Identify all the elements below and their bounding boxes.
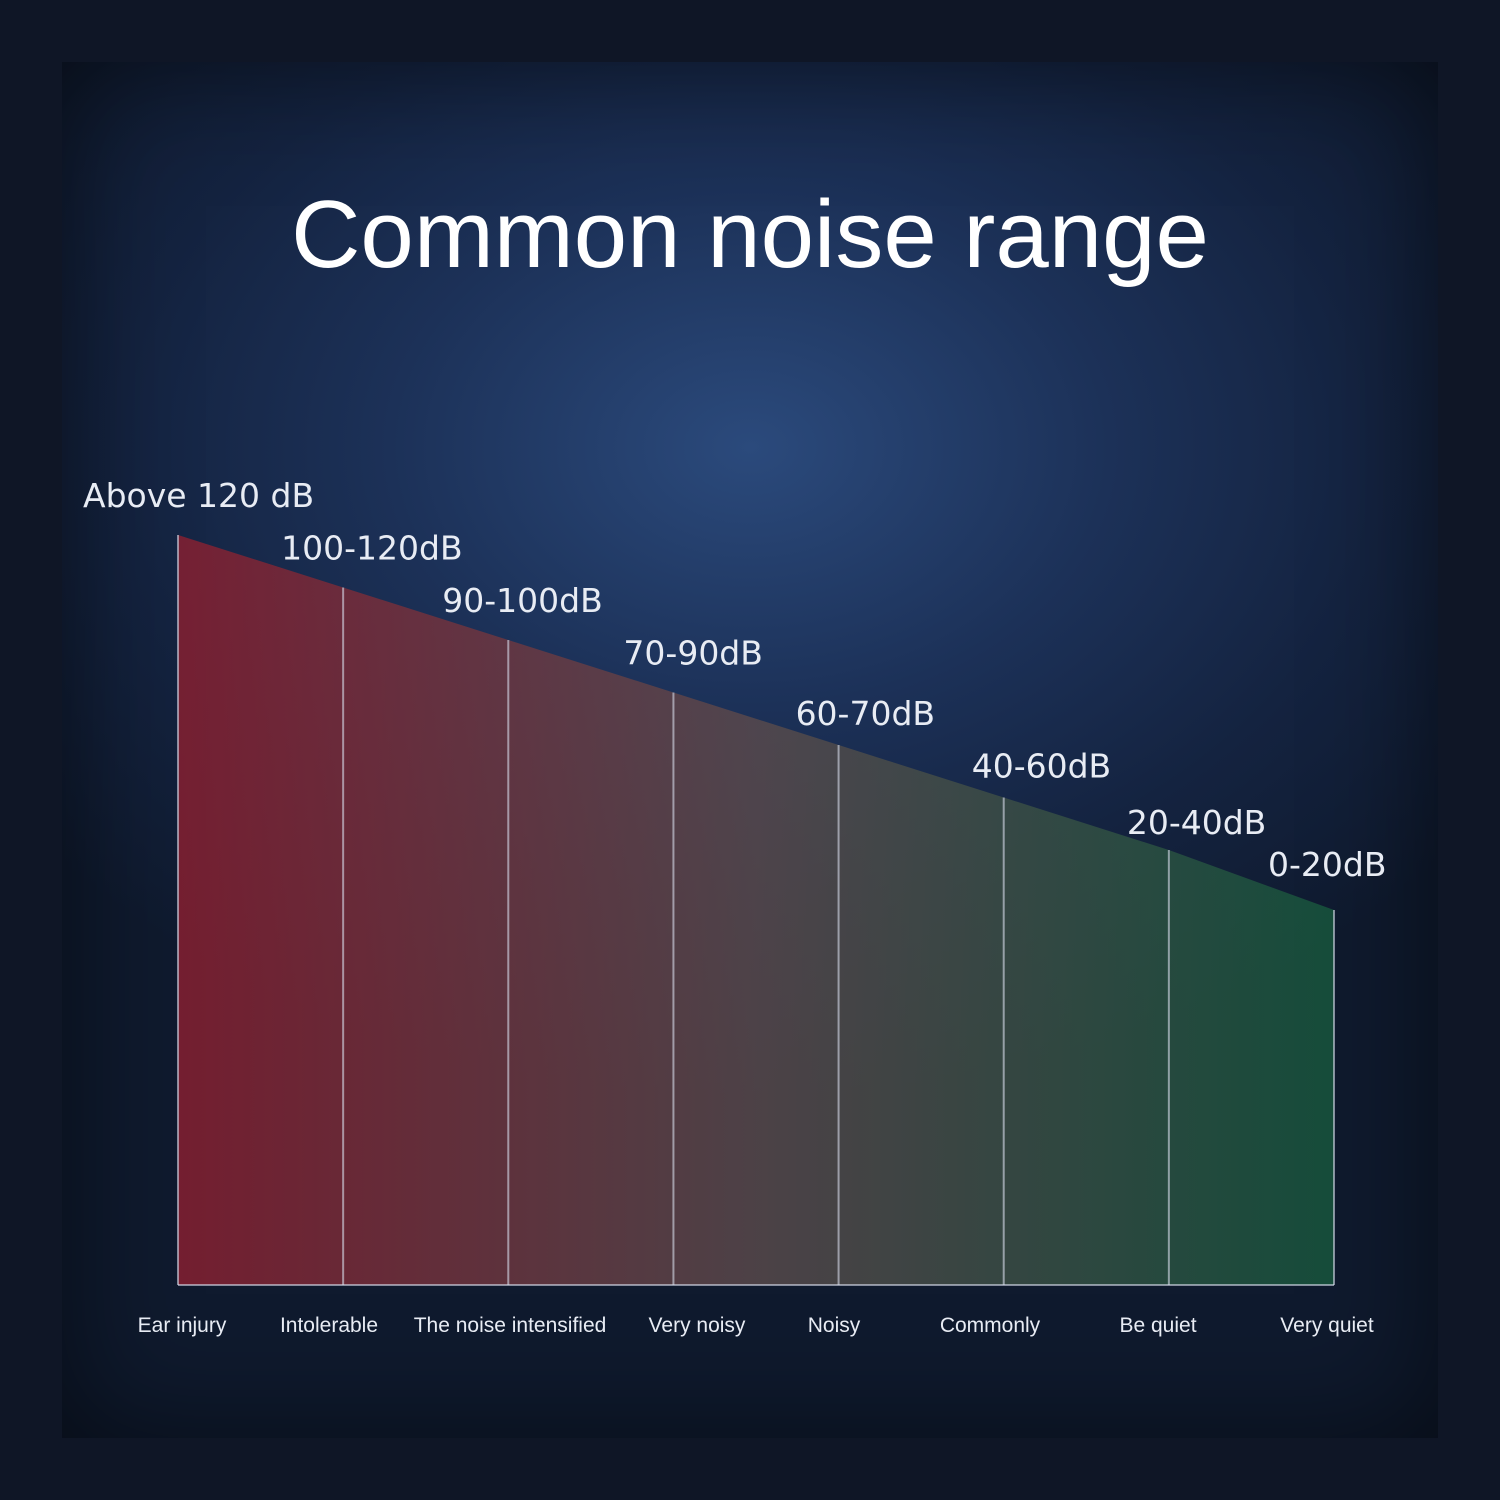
- category-label: Be quiet: [1119, 1314, 1196, 1337]
- range-label: 100-120dB: [281, 529, 462, 568]
- category-label: Commonly: [940, 1314, 1041, 1337]
- range-label: Above 120 dB: [83, 476, 314, 515]
- range-label: 0-20dB: [1268, 845, 1386, 884]
- category-label: Ear injury: [138, 1314, 227, 1337]
- range-label: 20-40dB: [1127, 803, 1266, 842]
- range-label: 60-70dB: [796, 694, 935, 733]
- category-label: Very noisy: [649, 1314, 746, 1337]
- category-label: Intolerable: [280, 1314, 378, 1337]
- noise-area: [178, 535, 1334, 1285]
- category-label: Very quiet: [1280, 1314, 1374, 1337]
- range-label: 40-60dB: [972, 747, 1111, 786]
- category-label: Noisy: [808, 1314, 861, 1337]
- chart-title: Common noise range: [291, 181, 1209, 288]
- range-label: 70-90dB: [623, 634, 762, 673]
- category-label: The noise intensified: [414, 1314, 607, 1337]
- range-label: 90-100dB: [442, 581, 602, 620]
